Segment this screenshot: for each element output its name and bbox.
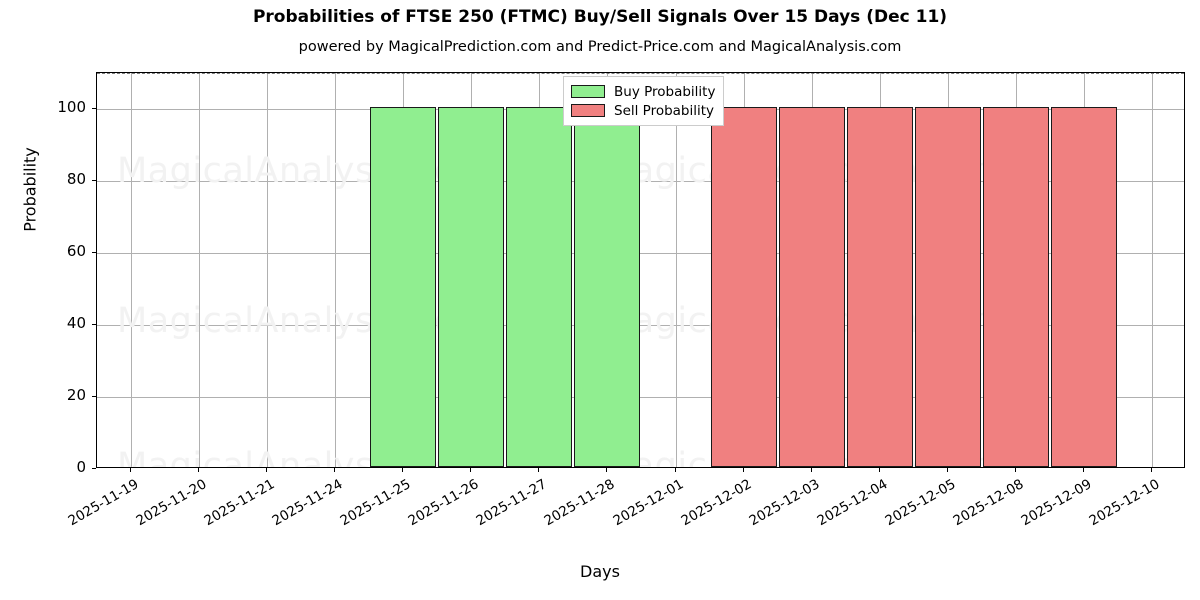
x-tick-mark [198,468,200,472]
gridline-vertical [1151,73,1153,467]
legend-item-sell[interactable]: Sell Probability [571,101,715,120]
gridline-vertical [267,73,269,467]
x-tick-mark [470,468,472,472]
x-tick-mark [742,468,744,472]
chart-legend: Buy Probability Sell Probability [563,76,725,126]
x-axis-label: Days [580,562,620,581]
x-tick-mark [538,468,540,472]
bar-sell-2025-12-09 [1050,107,1117,467]
x-tick-mark [946,468,948,472]
legend-label: Buy Probability [614,83,716,100]
bar-buy-2025-11-25 [370,107,437,467]
gridline-horizontal [97,325,1184,326]
gridline-vertical [131,73,133,467]
gridline-vertical [335,73,337,467]
bar-sell-2025-12-04 [846,107,913,467]
y-tick-mark [92,468,96,469]
y-axis-label: Probability [20,147,40,232]
y-tick-mark [92,180,96,181]
y-tick-mark [92,324,96,325]
y-tick-label: 80 [66,170,86,188]
y-tick-label: 60 [66,242,86,260]
threshold-dashed-line [97,73,1184,74]
x-tick-mark [606,468,608,472]
page-title: Probabilities of FTSE 250 (FTMC) Buy/Sel… [252,7,948,27]
chart-subtitle: powered by MagicalPrediction.com and Pre… [298,39,902,55]
y-tick-mark [92,396,96,397]
bar-buy-2025-11-26 [438,107,505,467]
y-tick-label: 100 [57,98,86,116]
x-tick-mark [266,468,268,472]
legend-swatch-icon [571,104,605,117]
y-tick-label: 20 [66,386,86,404]
gridline-horizontal [97,397,1184,398]
legend-swatch-icon [571,85,605,98]
gridline-horizontal [97,253,1184,254]
gridline-horizontal [97,181,1184,182]
x-tick-mark [674,468,676,472]
x-tick-mark [334,468,336,472]
y-tick-label: 0 [76,458,86,476]
bar-sell-2025-12-02 [710,107,777,467]
y-tick-mark [92,252,96,253]
bar-buy-2025-11-27 [506,107,573,467]
bar-sell-2025-12-05 [914,107,981,467]
x-tick-mark [1082,468,1084,472]
plot-area: MagicalAnalysis.comMagicalPrediction.com… [96,72,1185,468]
gridline-vertical [199,73,201,467]
y-tick-mark [92,108,96,109]
legend-label: Sell Probability [614,102,715,119]
x-tick-mark [810,468,812,472]
bar-buy-2025-11-28 [574,107,641,467]
y-tick-label: 40 [66,314,86,332]
legend-item-buy[interactable]: Buy Probability [571,82,715,101]
x-tick-mark [402,468,404,472]
bar-sell-2025-12-03 [778,107,845,467]
x-tick-mark [130,468,132,472]
x-tick-mark [1014,468,1016,472]
x-tick-mark [1150,468,1152,472]
gridline-vertical [675,73,677,467]
bar-sell-2025-12-08 [982,107,1049,467]
x-tick-mark [878,468,880,472]
